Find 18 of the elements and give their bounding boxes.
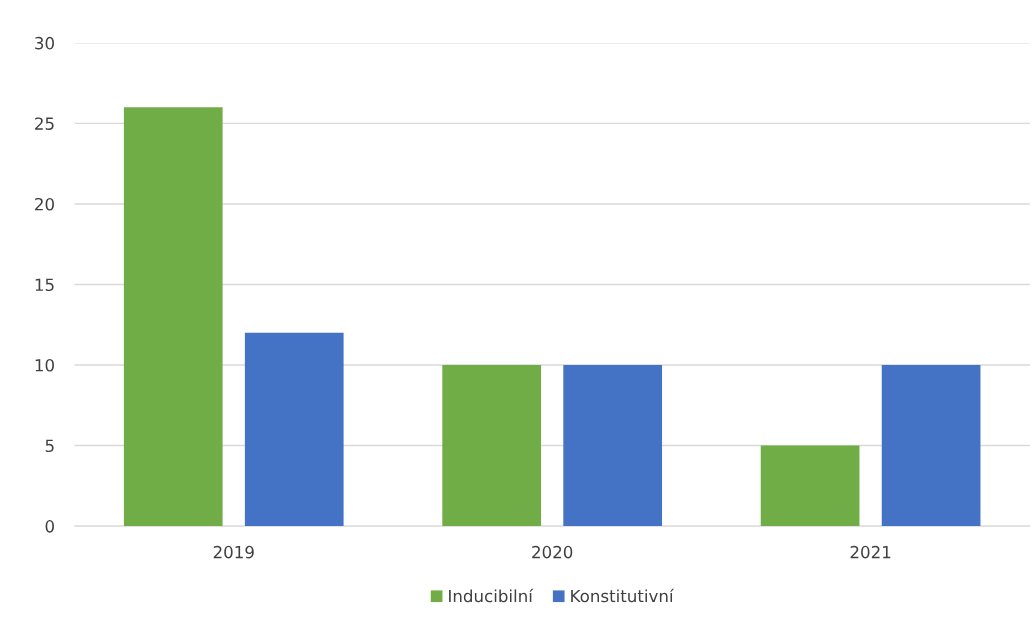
bar (881, 365, 981, 527)
y-tick-label: 30 (35, 36, 54, 50)
bar (442, 365, 542, 527)
legend-label: Konstitutivní (571, 588, 675, 603)
x-tick-label: 2021 (850, 545, 891, 559)
y-tick-label: 0 (45, 520, 54, 533)
bar (123, 107, 223, 527)
bar (244, 332, 344, 527)
x-tick-label: 2020 (532, 545, 573, 559)
legend-label: Inducibilní (449, 588, 534, 603)
y-tick-label: 25 (35, 117, 54, 130)
y-tick-label: 20 (35, 197, 54, 211)
y-tick-label: 5 (45, 439, 54, 453)
x-tick-label: 2019 (213, 545, 254, 559)
y-tick-label: 10 (35, 358, 54, 372)
bar (760, 445, 860, 527)
y-tick-label: 15 (35, 278, 54, 292)
bar (563, 365, 663, 527)
